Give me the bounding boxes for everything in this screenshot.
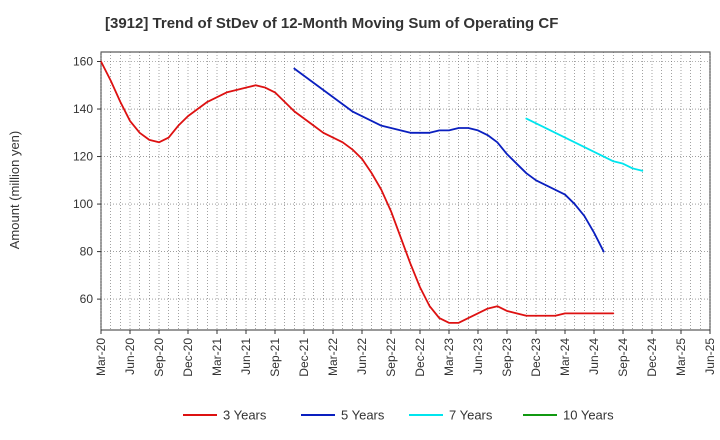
y-tick-label: 80 — [80, 245, 94, 259]
x-tick-label: Sep-22 — [384, 338, 398, 377]
y-tick-label: 100 — [73, 197, 93, 211]
plot-frame — [100, 51, 711, 331]
x-tick-label: Mar-21 — [210, 338, 224, 376]
x-tick-label: Mar-22 — [326, 338, 340, 376]
legend-label-10-years: 10 Years — [563, 408, 614, 423]
x-tick-label: Dec-23 — [529, 338, 543, 377]
chart-title: [3912] Trend of StDev of 12-Month Moving… — [105, 15, 558, 32]
x-tick-label: Sep-21 — [268, 338, 282, 377]
legend: 3 Years 5 Years 7 Years 10 Years — [183, 408, 614, 423]
y-tick-label: 60 — [80, 292, 94, 306]
legend-label-7-years: 7 Years — [449, 408, 493, 423]
plot-area — [100, 51, 711, 331]
x-tick-label: Mar-20 — [94, 338, 108, 376]
x-tick-label: Jun-24 — [587, 338, 601, 375]
y-tick-label: 120 — [73, 150, 93, 164]
x-tick-label: Sep-23 — [500, 338, 514, 377]
y-tick-label: 160 — [73, 55, 93, 69]
x-tick-label: Dec-22 — [413, 338, 427, 377]
y-tick-label: 140 — [73, 102, 93, 116]
x-tick-label: Mar-23 — [442, 338, 456, 376]
x-axis-ticks: Mar-20 Jun-20 Sep-20 Dec-20 Mar-21 Jun-21 Sep-… — [94, 330, 717, 377]
x-tick-label: Jun-20 — [123, 338, 137, 375]
series-line-5-years — [293, 67, 605, 253]
y-axis-ticks: 60 80 100 120 140 160 — [73, 55, 101, 306]
x-tick-label: Jun-25 — [703, 338, 717, 375]
legend-label-5-years: 5 Years — [341, 408, 385, 423]
x-tick-label: Mar-25 — [674, 338, 688, 376]
x-tick-label: Sep-24 — [616, 338, 630, 377]
x-tick-label: Dec-24 — [645, 338, 659, 377]
legend-label-3-years: 3 Years — [223, 408, 267, 423]
x-tick-label: Jun-21 — [239, 338, 253, 375]
y-axis-label: Amount (million yen) — [7, 131, 22, 250]
x-tick-label: Mar-24 — [558, 338, 572, 376]
x-tick-label: Jun-22 — [355, 338, 369, 375]
series-line-3-years — [100, 60, 615, 324]
series-layer — [100, 60, 644, 324]
series-line-7-years — [525, 117, 644, 172]
x-tick-label: Dec-21 — [297, 338, 311, 377]
x-tick-label: Dec-20 — [181, 338, 195, 377]
x-tick-label: Sep-20 — [152, 338, 166, 377]
grid-lines — [100, 52, 711, 330]
x-tick-label: Jun-23 — [471, 338, 485, 375]
